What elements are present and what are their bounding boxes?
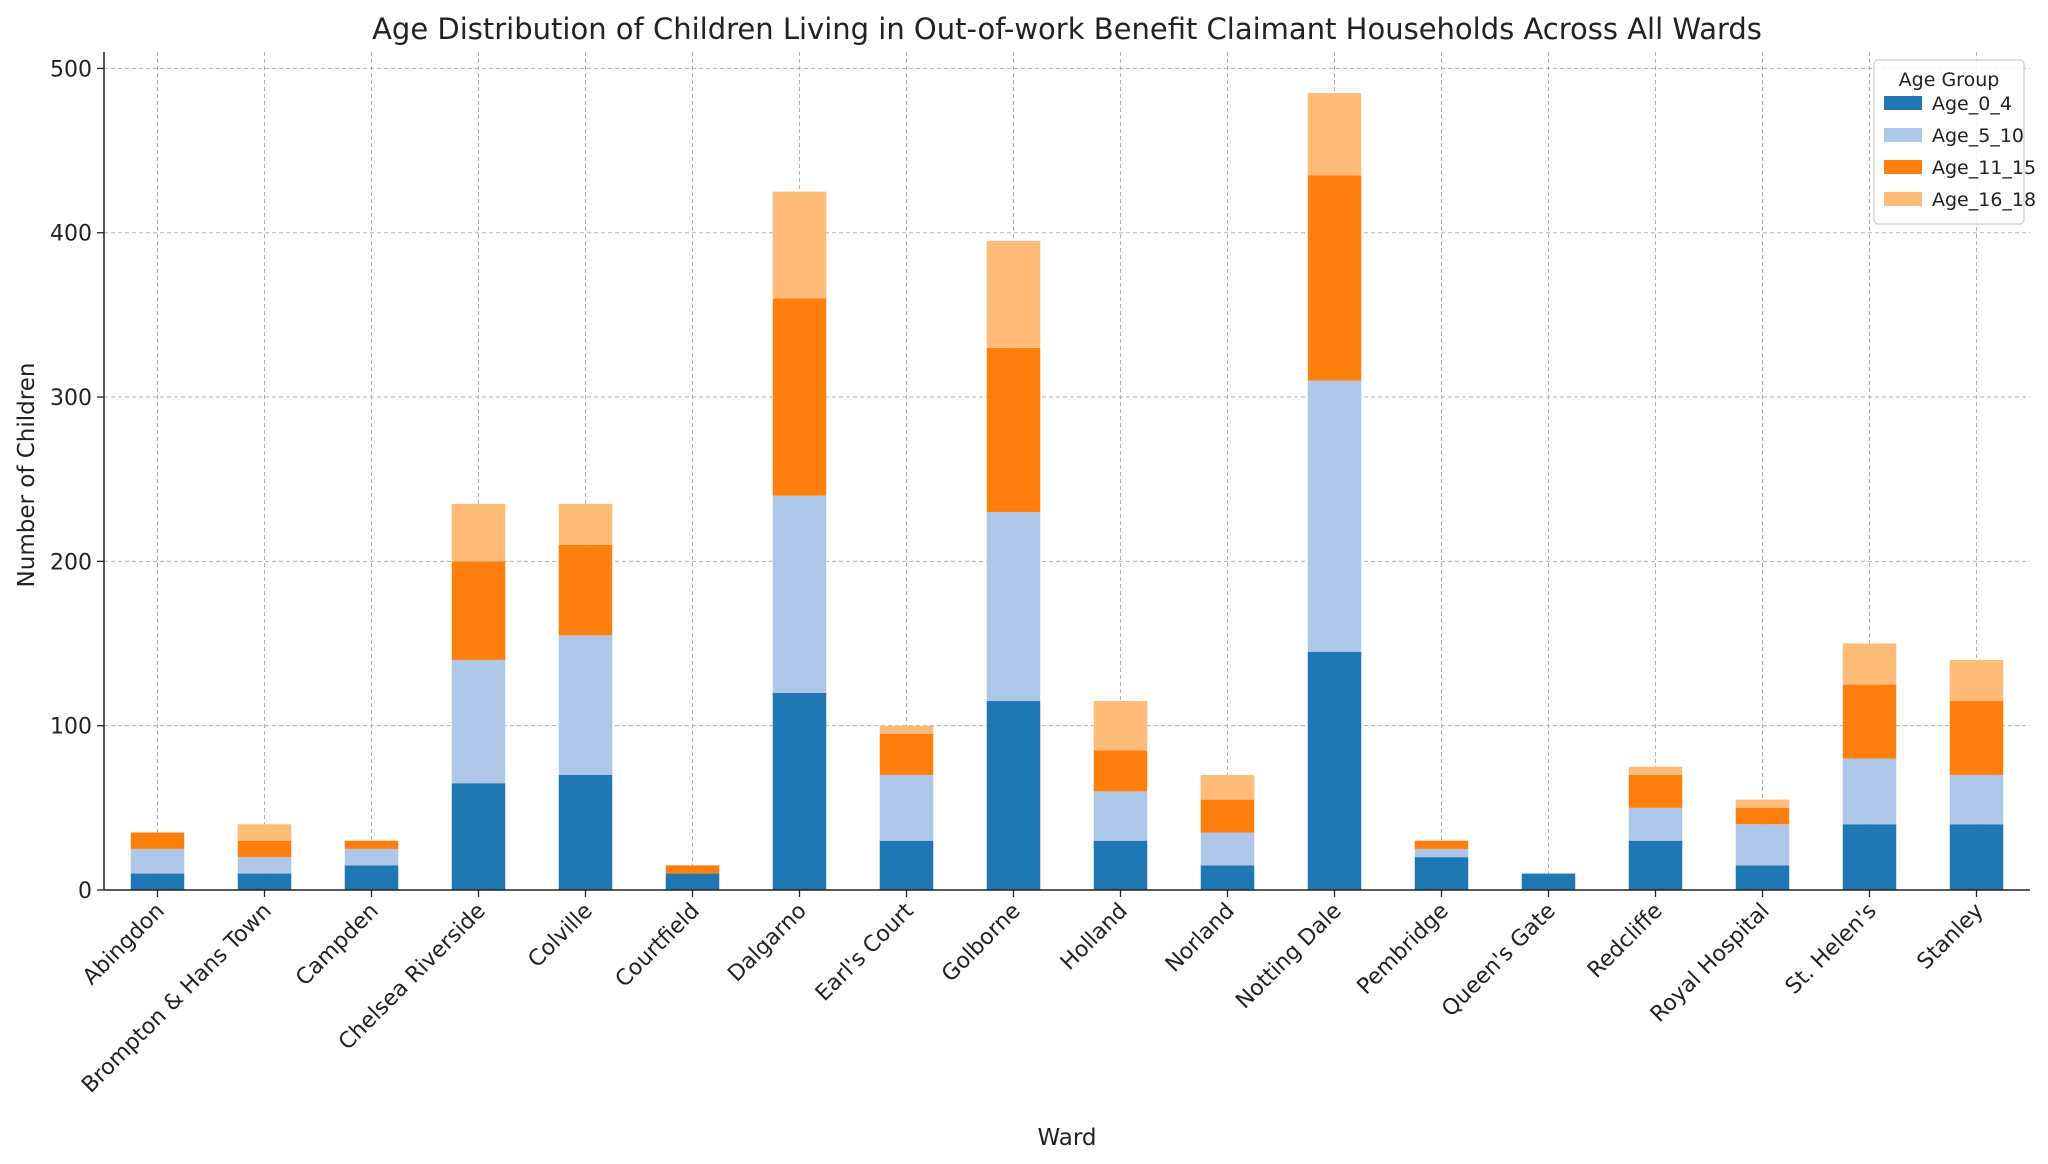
bars xyxy=(130,93,2004,890)
bar-segment-age-0-4 xyxy=(1200,865,1255,890)
bar-segment-age-5-10 xyxy=(1307,380,1362,652)
bar-segment-age-5-10 xyxy=(130,848,185,874)
bar-segment-age-16-18 xyxy=(1628,766,1683,775)
y-axis-label: Number of Children xyxy=(14,363,40,588)
bar-segment-age-11-15 xyxy=(1093,750,1148,792)
legend-label: Age_16_18 xyxy=(1932,189,2036,211)
bar-segment-age-16-18 xyxy=(1949,659,2004,702)
bar-segment-age-11-15 xyxy=(1414,840,1469,849)
bar-segment-age-0-4 xyxy=(237,873,292,890)
y-tick-label: 500 xyxy=(50,57,92,82)
bar-segment-age-16-18 xyxy=(451,503,506,562)
bar-segment-age-0-4 xyxy=(558,774,613,890)
bar-segment-age-5-10 xyxy=(237,857,292,874)
bar-segment-age-0-4 xyxy=(986,701,1041,890)
bar-segment-age-5-10 xyxy=(1093,791,1148,841)
x-axis-label: Ward xyxy=(1037,1125,1096,1151)
bar-segment-age-5-10 xyxy=(772,495,827,693)
bar-segment-age-5-10 xyxy=(344,848,399,866)
bar-segment-age-16-18 xyxy=(1200,774,1255,800)
bar-segment-age-11-15 xyxy=(1628,774,1683,808)
y-tick-label: 0 xyxy=(78,879,92,904)
bar-segment-age-5-10 xyxy=(1200,832,1255,866)
bar-segment-age-11-15 xyxy=(879,733,934,775)
bar-segment-age-11-15 xyxy=(1307,175,1362,381)
y-tick-label: 100 xyxy=(50,715,92,740)
bar-segment-age-16-18 xyxy=(1093,701,1148,751)
bar-segment-age-16-18 xyxy=(558,503,613,545)
bar-segment-age-5-10 xyxy=(879,774,934,841)
legend-label: Age_0_4 xyxy=(1932,93,2012,115)
bar-segment-age-11-15 xyxy=(986,347,1041,513)
bar-segment-age-0-4 xyxy=(1307,651,1362,890)
legend-swatch xyxy=(1884,192,1922,206)
bar-segment-age-0-4 xyxy=(451,783,506,890)
bar-segment-age-0-4 xyxy=(1842,824,1897,890)
bar-segment-age-11-15 xyxy=(130,832,185,849)
bar-segment-age-5-10 xyxy=(1735,824,1790,866)
bar-segment-age-5-10 xyxy=(451,659,506,784)
legend-swatch xyxy=(1884,96,1922,110)
y-tick-label: 200 xyxy=(50,550,92,575)
bar-segment-age-0-4 xyxy=(1414,857,1469,890)
bar-segment-age-16-18 xyxy=(1307,93,1362,176)
bar-segment-age-16-18 xyxy=(1735,799,1790,808)
bar-segment-age-11-15 xyxy=(344,840,399,849)
bar-segment-age-11-15 xyxy=(558,544,613,636)
y-tick-label: 400 xyxy=(50,222,92,247)
bar-segment-age-5-10 xyxy=(1628,807,1683,841)
legend-swatch xyxy=(1884,128,1922,142)
bar-segment-age-0-4 xyxy=(1521,873,1576,890)
bar-segment-age-16-18 xyxy=(237,824,292,841)
bar-segment-age-16-18 xyxy=(986,240,1041,348)
bar-segment-age-11-15 xyxy=(1735,807,1790,825)
bar-segment-age-11-15 xyxy=(1949,701,2004,775)
bar-segment-age-11-15 xyxy=(665,865,720,874)
legend-label: Age_11_15 xyxy=(1932,157,2036,179)
bar-segment-age-0-4 xyxy=(344,865,399,890)
bar-segment-age-0-4 xyxy=(772,692,827,890)
chart-title: Age Distribution of Children Living in O… xyxy=(372,12,1762,46)
bar-segment-age-16-18 xyxy=(772,191,827,299)
legend: Age Group Age_0_4 Age_5_10 Age_11_15 Age_16… xyxy=(1873,59,2036,225)
bar-segment-age-16-18 xyxy=(879,725,934,734)
bar-segment-age-5-10 xyxy=(1414,848,1469,858)
bar-segment-age-11-15 xyxy=(772,298,827,496)
bar-segment-age-0-4 xyxy=(879,840,934,890)
bar-segment-age-5-10 xyxy=(1842,758,1897,825)
y-tick-label: 300 xyxy=(50,386,92,411)
bar-segment-age-0-4 xyxy=(665,873,720,890)
legend-swatch xyxy=(1884,160,1922,174)
bar-segment-age-16-18 xyxy=(1842,643,1897,685)
bar-segment-age-0-4 xyxy=(1628,840,1683,890)
bar-segment-age-0-4 xyxy=(1949,824,2004,890)
bar-segment-age-5-10 xyxy=(1949,774,2004,825)
bar-segment-age-5-10 xyxy=(986,512,1041,702)
bar-segment-age-11-15 xyxy=(451,561,506,660)
bar-segment-age-0-4 xyxy=(1093,840,1148,890)
bar-segment-age-0-4 xyxy=(130,873,185,890)
legend-label: Age_5_10 xyxy=(1932,125,2024,147)
bar-segment-age-11-15 xyxy=(1200,799,1255,833)
axes xyxy=(97,52,2030,897)
legend-title: Age Group xyxy=(1899,69,2000,91)
bar-segment-age-11-15 xyxy=(237,840,292,858)
bar-segment-age-0-4 xyxy=(1735,865,1790,890)
bar-segment-age-5-10 xyxy=(558,635,613,775)
bar-segment-age-11-15 xyxy=(1842,684,1897,759)
